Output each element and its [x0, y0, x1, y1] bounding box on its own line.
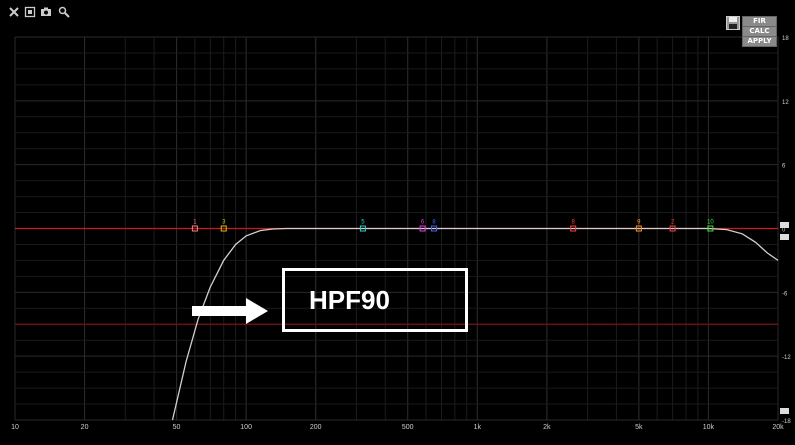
response-curve: [171, 227, 779, 421]
apply-button[interactable]: APPLY: [742, 36, 777, 47]
x-tick-label: 1k: [474, 424, 482, 431]
filter-marker-label: 8: [432, 220, 436, 226]
x-tick-label: 10: [11, 424, 19, 431]
filter-marker[interactable]: [419, 225, 426, 232]
filter-marker[interactable]: [707, 225, 714, 232]
filter-marker-label: 9: [637, 220, 641, 226]
filter-marker[interactable]: [191, 225, 198, 232]
y-tick-label: 18: [782, 36, 789, 42]
y-tick-label: 6: [782, 164, 786, 170]
x-tick-label: 100: [240, 424, 252, 431]
filter-marker[interactable]: [359, 225, 366, 232]
save-icon[interactable]: [726, 16, 740, 30]
filter-marker-label: 2: [671, 220, 675, 226]
filter-marker[interactable]: [669, 225, 676, 232]
filter-marker-label: 5: [361, 220, 365, 226]
filter-marker[interactable]: [570, 225, 577, 232]
camera-icon[interactable]: [40, 6, 52, 18]
y-tick-label: -12: [782, 355, 791, 361]
range-up-button[interactable]: [780, 222, 789, 228]
filter-marker[interactable]: [431, 225, 438, 232]
filter-marker[interactable]: [220, 225, 227, 232]
annotation-label: HPF90: [309, 285, 390, 315]
y-tick-label: -6: [782, 291, 788, 297]
fit-icon[interactable]: [24, 6, 36, 18]
x-tick-label: 500: [402, 424, 414, 431]
range-down-button[interactable]: [780, 234, 789, 240]
close-icon[interactable]: [8, 6, 20, 18]
x-tick-label: 200: [310, 424, 322, 431]
filter-marker-label: 3: [222, 220, 226, 226]
filter-marker-label: 6: [421, 220, 425, 226]
zoom-icon[interactable]: [58, 6, 70, 18]
x-tick-label: 10k: [703, 424, 715, 431]
arrow-right-icon: [192, 298, 268, 324]
annotation-box: HPF90: [282, 268, 468, 332]
x-tick-label: 50: [173, 424, 181, 431]
filter-marker[interactable]: [635, 225, 642, 232]
x-tick-label: 2k: [543, 424, 551, 431]
x-tick-label: 20k: [772, 424, 784, 431]
filter-marker-label: 1: [193, 220, 197, 226]
y-tick-label: 12: [782, 100, 789, 106]
range-min-button[interactable]: [780, 408, 789, 414]
x-tick-label: 20: [81, 424, 89, 431]
filter-marker-label: 8: [572, 220, 576, 226]
y-tick-label: -18: [782, 419, 791, 425]
filter-marker-label: 10: [707, 220, 714, 226]
y-tick-label: 0: [782, 228, 786, 234]
x-tick-label: 5k: [635, 424, 643, 431]
